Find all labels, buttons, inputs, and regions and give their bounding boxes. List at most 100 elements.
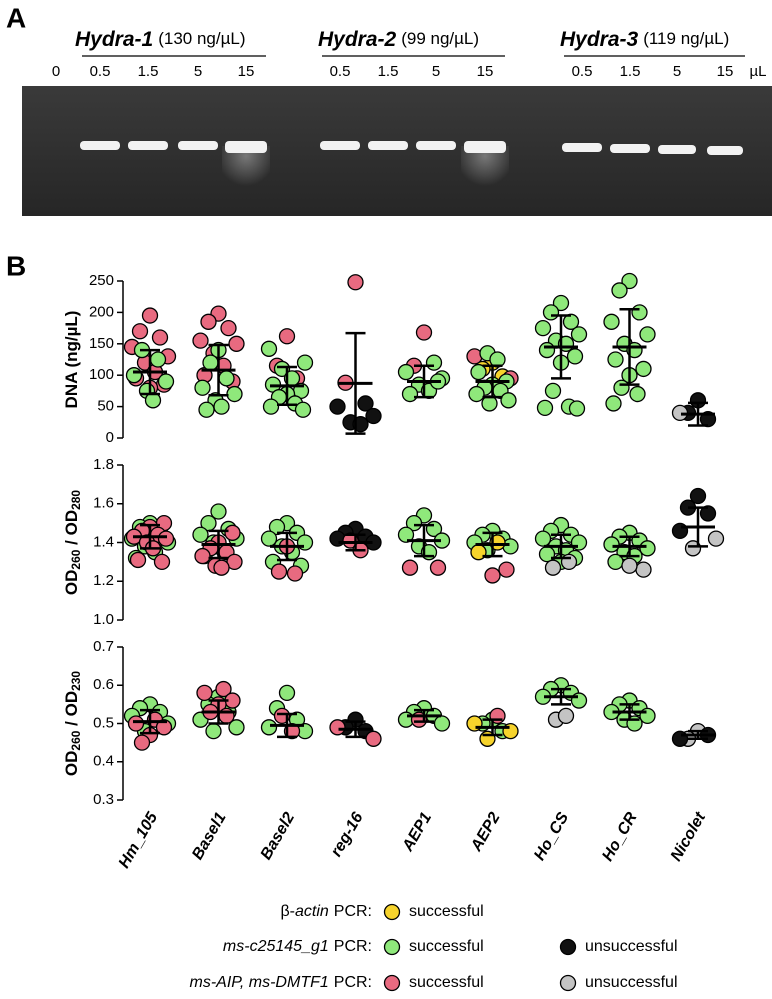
data-point: [552, 294, 570, 312]
x-tick-label: Hm_105: [116, 809, 162, 872]
y-tick-label: 0.5: [93, 714, 114, 731]
x-tick-label: Nicolet: [668, 809, 710, 864]
y-tick-label: 1.2: [93, 572, 114, 589]
data-point: [605, 395, 622, 412]
data-point: [415, 324, 433, 341]
data-point: [542, 304, 560, 321]
legend-text: unsuccessful: [585, 974, 678, 991]
data-point: [538, 545, 556, 563]
y-axis-label-part: DNA (ng/µL): [62, 311, 81, 409]
data-point: [429, 559, 447, 576]
data-point: [278, 328, 296, 345]
data-point: [568, 400, 586, 417]
data-point: [202, 354, 219, 371]
y-tick-label: 50: [97, 398, 114, 415]
y-tick-label: 0.3: [93, 791, 114, 808]
data-point: [405, 514, 423, 532]
lane-label: 15: [477, 63, 494, 80]
legend-label-part: ms-c25145_g1: [223, 938, 329, 955]
sample-conc: (119 ng/µL): [643, 29, 729, 48]
y-tick-label: 0.4: [93, 753, 114, 770]
lane-label: 1.5: [138, 63, 159, 80]
gel-smear: [461, 146, 509, 196]
y-axis-label: DNA (ng/µL): [62, 311, 81, 409]
panel-label: B: [6, 250, 26, 281]
data-point: [157, 530, 175, 547]
data-point: [213, 559, 230, 576]
gel-band: [178, 141, 218, 150]
x-tick-label: Ho_CR: [599, 809, 641, 864]
lane-label: 1.5: [378, 63, 399, 80]
data-point: [133, 734, 151, 751]
data-point: [631, 304, 648, 321]
data-point: [566, 348, 584, 365]
data-point: [153, 553, 171, 571]
gel-band: [610, 144, 650, 153]
data-point: [470, 363, 487, 381]
data-point: [536, 399, 554, 417]
data-point: [224, 524, 241, 541]
data-point: [155, 719, 173, 736]
lane-label: 0.5: [330, 63, 351, 80]
data-point: [689, 487, 707, 505]
legend-swatch: [383, 903, 401, 921]
legend-label: β-actin PCR:: [280, 903, 372, 920]
data-point: [198, 401, 215, 418]
data-point: [210, 503, 227, 520]
gel-band: [707, 146, 743, 155]
data-point: [557, 707, 575, 724]
data-point: [544, 382, 562, 400]
data-point: [603, 313, 620, 330]
data-point: [629, 385, 646, 403]
unit-label: µL: [750, 63, 767, 80]
sample-label: Hydra-2 (99 ng/µL): [318, 28, 479, 51]
legend-text: unsuccessful: [585, 938, 678, 955]
data-point: [151, 329, 169, 346]
data-point: [141, 307, 159, 324]
data-point: [296, 354, 314, 371]
lane-label: 5: [194, 63, 202, 80]
gel-band: [658, 145, 696, 154]
data-point: [534, 530, 552, 547]
data-point: [149, 351, 167, 368]
x-tick-label: Basel2: [258, 810, 299, 863]
gel-band: [368, 141, 408, 150]
data-point: [125, 367, 143, 384]
y-tick-label: 0: [106, 429, 114, 446]
data-point: [570, 326, 588, 343]
data-point: [131, 323, 149, 340]
y-tick-label: 1.4: [93, 533, 114, 550]
y-axis-label-part: 280: [69, 490, 83, 510]
x-tick-label: AEP2: [467, 810, 503, 856]
sample-conc: (130 ng/µL): [158, 29, 245, 48]
x-tick-label: Ho_CS: [531, 809, 572, 863]
y-axis-label-part: 260: [69, 549, 83, 569]
data-point: [425, 354, 443, 371]
gel-band: [128, 141, 168, 150]
legend-label-part: PCR:: [334, 974, 372, 991]
data-point: [621, 557, 638, 574]
data-point: [129, 551, 147, 569]
data-point: [470, 544, 487, 561]
y-tick-label: 0.6: [93, 676, 114, 693]
data-point: [192, 332, 209, 349]
data-point: [397, 526, 415, 543]
data-point: [401, 385, 419, 403]
y-axis-label-part: OD: [62, 751, 81, 777]
legend-text: successful: [409, 974, 484, 991]
gel-smear: [222, 146, 270, 196]
data-point: [613, 379, 630, 396]
data-point: [260, 719, 278, 736]
gel-band: [80, 141, 120, 150]
sample-label: Hydra-1 (130 ng/µL): [75, 28, 246, 51]
sample-label: Hydra-3 (119 ng/µL): [560, 28, 729, 51]
lane-label: 1.5: [620, 63, 641, 80]
data-point: [433, 715, 451, 732]
data-point: [200, 313, 217, 330]
gel-band: [416, 141, 456, 150]
legend-swatch: [383, 974, 401, 992]
data-point: [260, 530, 278, 547]
gel-band: [225, 141, 267, 153]
sample-conc: (99 ng/µL): [401, 29, 479, 48]
